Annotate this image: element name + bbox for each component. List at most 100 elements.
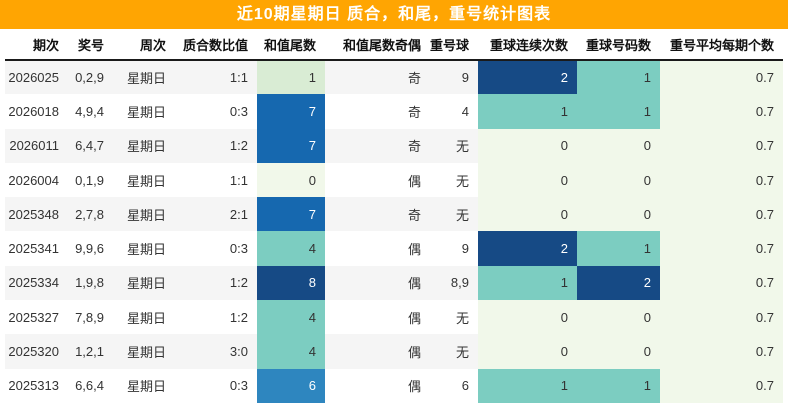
cell-parity: 奇 (407, 139, 421, 155)
cell-parity: 偶 (407, 379, 421, 395)
cell-sum-tail-heat: 0 (257, 162, 325, 198)
cell-sum-tail-heat: 4 (257, 231, 325, 266)
cell-repeat-consecutive-heat: 1 (478, 265, 577, 301)
cell-sum-tail-heat: 8 (257, 265, 325, 301)
cell-sum-tail-heat: 7 (257, 197, 325, 232)
cell-repeat-consecutive-heat: 1 (478, 368, 577, 403)
cell-ratio: 0:3 (229, 241, 248, 257)
cell-repeat-average: 0.7 (660, 334, 783, 369)
cell-period: 2025320 (8, 344, 59, 360)
cell-repeat-count-heat: 0 (577, 300, 660, 335)
table-header-row: 期次 奖号 周次 质合数比值 和值尾数 和值尾数奇偶 重号球 重球连续次数 重球… (5, 29, 783, 61)
col-header-repeat-average: 重号平均每期个数 (660, 29, 783, 61)
cell-repeat-consecutive-heat: 2 (478, 60, 577, 95)
cell-sum-tail-heat: 7 (257, 128, 325, 163)
cell-ratio: 3:0 (229, 344, 248, 360)
cell-repeat-average: 0.7 (660, 231, 783, 266)
cell-period: 2026018 (8, 103, 59, 119)
cell-prize-numbers: 9,9,6 (75, 241, 104, 257)
cell-repeat-ball: 无 (455, 207, 469, 223)
stats-table-container: 期次 奖号 周次 质合数比值 和值尾数 和值尾数奇偶 重号球 重球连续次数 重球… (0, 29, 788, 403)
cell-prize-numbers: 2,7,8 (75, 206, 104, 222)
cell-weekday: 星期日 (126, 276, 166, 292)
table-row: 2025341 9,9,6 星期日 0:3 4 偶 9 2 1 0.7 (5, 231, 783, 266)
cell-parity: 奇 (407, 71, 421, 87)
table-row: 2026011 6,4,7 星期日 1:2 7 奇 无 0 0 0.7 (5, 128, 783, 163)
table-row: 2025320 1,2,1 星期日 3:0 4 偶 无 0 0 0.7 (5, 334, 783, 369)
cell-sum-tail-heat: 4 (257, 334, 325, 369)
cell-repeat-ball: 9 (461, 241, 469, 257)
col-header-repeat-consecutive: 重球连续次数 (478, 29, 577, 61)
cell-weekday: 星期日 (126, 345, 166, 361)
cell-weekday: 星期日 (126, 242, 166, 258)
cell-repeat-count-heat: 0 (577, 334, 660, 369)
cell-prize-numbers: 0,2,9 (75, 70, 104, 86)
cell-weekday: 星期日 (126, 104, 166, 120)
cell-period: 2025313 (8, 378, 59, 394)
cell-parity: 偶 (407, 345, 421, 361)
col-header-prize-numbers: 奖号 (68, 29, 113, 61)
col-header-period: 期次 (5, 29, 68, 61)
cell-sum-tail-heat: 6 (257, 368, 325, 403)
cell-repeat-average: 0.7 (660, 197, 783, 232)
cell-repeat-consecutive-heat: 0 (478, 162, 577, 198)
cell-prize-numbers: 1,9,8 (75, 275, 104, 291)
cell-repeat-average: 0.7 (660, 265, 783, 301)
cell-parity: 偶 (407, 242, 421, 258)
cell-parity: 偶 (407, 310, 421, 326)
cell-weekday: 星期日 (126, 310, 166, 326)
cell-weekday: 星期日 (126, 71, 166, 87)
cell-repeat-ball: 9 (461, 70, 469, 86)
col-header-repeat-count: 重球号码数 (577, 29, 660, 61)
cell-repeat-consecutive-heat: 0 (478, 334, 577, 369)
cell-ratio: 0:3 (229, 103, 248, 119)
cell-ratio: 0:3 (229, 378, 248, 394)
lottery-stats-table: 期次 奖号 周次 质合数比值 和值尾数 和值尾数奇偶 重号球 重球连续次数 重球… (5, 29, 783, 403)
cell-prize-numbers: 7,8,9 (75, 309, 104, 325)
cell-sum-tail-heat: 7 (257, 94, 325, 129)
cell-period: 2025348 (8, 206, 59, 222)
cell-ratio: 2:1 (229, 206, 248, 222)
cell-repeat-consecutive-heat: 1 (478, 94, 577, 129)
cell-period: 2025341 (8, 241, 59, 257)
cell-repeat-average: 0.7 (660, 300, 783, 335)
cell-repeat-count-heat: 1 (577, 94, 660, 129)
cell-period: 2026025 (8, 70, 59, 86)
cell-prize-numbers: 4,9,4 (75, 103, 104, 119)
cell-repeat-count-heat: 0 (577, 128, 660, 163)
col-header-sum-tail: 和值尾数 (257, 29, 325, 61)
cell-sum-tail-heat: 1 (257, 60, 325, 95)
cell-ratio: 1:2 (229, 138, 248, 154)
col-header-repeat-ball: 重号球 (430, 29, 478, 61)
col-header-ratio: 质合数比值 (175, 29, 257, 61)
table-row: 2025348 2,7,8 星期日 2:1 7 奇 无 0 0 0.7 (5, 197, 783, 232)
cell-sum-tail-heat: 4 (257, 300, 325, 335)
cell-prize-numbers: 1,2,1 (75, 344, 104, 360)
cell-ratio: 1:2 (229, 275, 248, 291)
cell-repeat-ball: 4 (461, 103, 469, 119)
cell-repeat-consecutive-heat: 2 (478, 231, 577, 266)
cell-prize-numbers: 0,1,9 (75, 172, 104, 188)
table-row: 2026018 4,9,4 星期日 0:3 7 奇 4 1 1 0.7 (5, 94, 783, 129)
cell-weekday: 星期日 (126, 139, 166, 155)
cell-repeat-count-heat: 2 (577, 265, 660, 301)
cell-repeat-average: 0.7 (660, 128, 783, 163)
table-row: 2026025 0,2,9 星期日 1:1 1 奇 9 2 1 0.7 (5, 60, 783, 95)
cell-parity: 偶 (407, 276, 421, 292)
col-header-weekday: 周次 (113, 29, 175, 61)
cell-period: 2026011 (9, 138, 59, 154)
cell-ratio: 1:1 (229, 70, 248, 86)
cell-repeat-average: 0.7 (660, 94, 783, 129)
cell-period: 2025327 (8, 309, 59, 325)
col-header-sum-tail-parity: 和值尾数奇偶 (325, 29, 430, 61)
cell-repeat-ball: 8,9 (450, 275, 469, 291)
cell-weekday: 星期日 (126, 207, 166, 223)
cell-parity: 奇 (407, 104, 421, 120)
cell-repeat-consecutive-heat: 0 (478, 300, 577, 335)
cell-ratio: 1:1 (229, 172, 248, 188)
cell-ratio: 1:2 (229, 309, 248, 325)
cell-prize-numbers: 6,6,4 (75, 378, 104, 394)
cell-repeat-ball: 无 (455, 173, 469, 189)
table-row: 2026004 0,1,9 星期日 1:1 0 偶 无 0 0 0.7 (5, 162, 783, 198)
cell-repeat-ball: 6 (461, 378, 469, 394)
